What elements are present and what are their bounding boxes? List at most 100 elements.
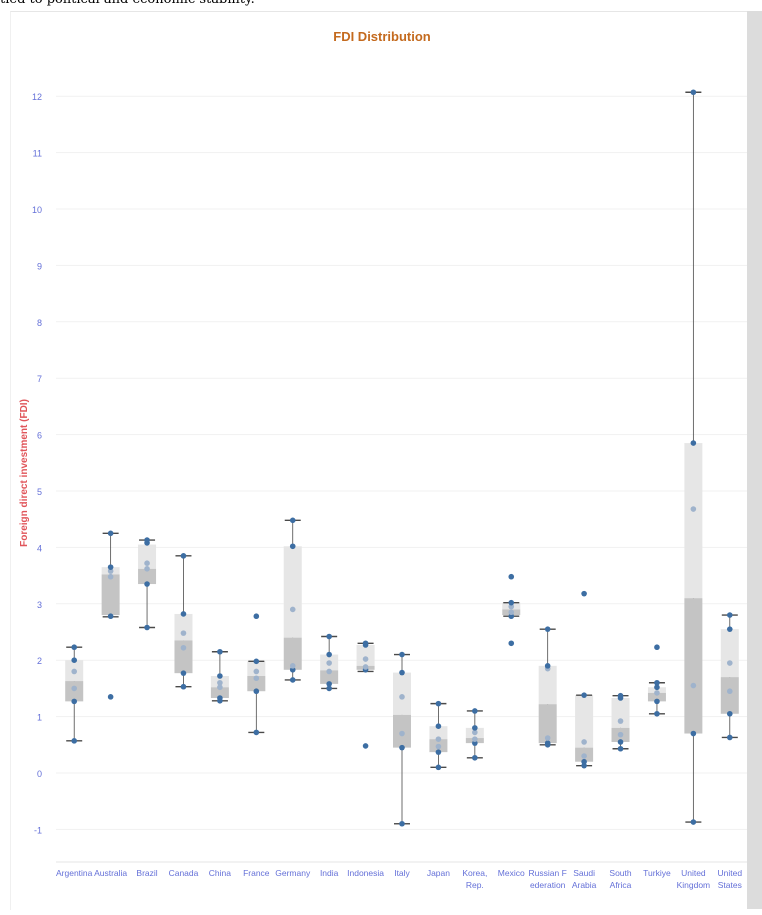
data-point	[144, 560, 150, 566]
data-point	[217, 648, 223, 655]
y-tick-label: 0	[37, 769, 42, 779]
data-point	[180, 611, 187, 617]
data-point	[654, 679, 660, 686]
y-tick-label: 1	[37, 713, 42, 723]
data-point	[726, 660, 733, 666]
data-point	[180, 683, 187, 690]
data-point	[180, 644, 187, 651]
y-tick-label: 8	[37, 318, 42, 328]
box-group	[684, 89, 703, 825]
box-lower	[538, 704, 557, 744]
data-point	[107, 573, 114, 580]
x-tick-label: Japan	[427, 868, 450, 878]
data-point	[617, 731, 624, 738]
box-group	[393, 651, 411, 827]
data-point	[326, 651, 332, 658]
box-group	[429, 700, 448, 771]
box-lower	[684, 598, 703, 734]
data-point	[472, 729, 478, 736]
data-point	[362, 656, 369, 662]
data-point	[71, 685, 78, 692]
box-lower	[247, 675, 266, 692]
box-group	[720, 612, 739, 741]
data-point	[107, 694, 114, 700]
data-point	[690, 682, 697, 689]
box-upper	[138, 544, 157, 569]
data-point	[581, 739, 587, 745]
data-point	[581, 758, 587, 765]
box-group	[611, 692, 630, 752]
y-tick-label: -1	[34, 825, 42, 835]
data-point	[144, 566, 150, 572]
data-point	[71, 657, 78, 663]
box-upper	[174, 613, 193, 641]
box-upper	[429, 726, 448, 740]
data-point	[472, 740, 478, 746]
data-point	[362, 743, 369, 749]
data-point	[217, 684, 223, 691]
x-tick-label: South Africa	[609, 868, 631, 890]
data-point	[71, 644, 78, 651]
data-point	[399, 669, 405, 676]
x-tick-label: India	[320, 868, 339, 878]
data-point	[654, 698, 660, 705]
data-point	[654, 710, 660, 717]
data-point	[544, 663, 551, 669]
data-point	[581, 590, 587, 597]
caption-text: tied to political and economic stability…	[0, 0, 762, 8]
data-point	[399, 651, 405, 658]
data-point	[508, 640, 515, 647]
data-point	[253, 675, 260, 682]
data-point	[289, 606, 296, 613]
box-lower	[138, 568, 157, 585]
data-point	[180, 630, 187, 636]
data-point	[289, 517, 296, 524]
x-tick-label: Saudi Arabia	[572, 868, 597, 890]
data-point	[289, 543, 296, 550]
data-point	[435, 743, 442, 750]
data-point	[289, 666, 296, 673]
x-tick-label: Australia	[94, 868, 127, 878]
data-point	[217, 673, 223, 679]
gridlines	[56, 95, 748, 830]
box-upper	[684, 443, 703, 599]
x-tick-label: Germany	[275, 868, 311, 878]
x-tick-label: Korea, Rep.	[462, 868, 487, 890]
data-point	[508, 599, 515, 606]
x-tick-label: Canada	[169, 868, 199, 878]
data-point	[71, 738, 78, 744]
box-group	[502, 573, 521, 647]
y-tick-label: 10	[32, 205, 42, 215]
data-point	[544, 626, 551, 632]
box-group	[320, 633, 339, 692]
data-point	[399, 820, 405, 827]
data-point	[690, 506, 697, 512]
data-point	[472, 736, 478, 742]
data-point	[654, 690, 660, 696]
x-tick-label: Indonesia	[347, 868, 384, 878]
chart-title: FDI Distribution	[333, 29, 431, 44]
data-point	[326, 681, 332, 687]
y-tick-label: 7	[37, 374, 42, 384]
data-point	[690, 440, 697, 446]
data-point	[217, 679, 223, 686]
y-tick-label: 2	[37, 656, 42, 666]
data-point	[726, 612, 733, 618]
data-point	[726, 688, 733, 695]
data-point	[107, 613, 114, 620]
data-point	[253, 613, 260, 620]
box-group	[101, 530, 120, 700]
data-point	[326, 668, 332, 675]
data-point	[726, 626, 733, 632]
box-upper	[720, 629, 739, 678]
x-tick-label: Brazil	[136, 868, 157, 878]
boxes	[65, 89, 739, 827]
data-point	[399, 694, 405, 700]
box-lower	[720, 677, 739, 714]
data-point	[399, 730, 405, 737]
data-point	[544, 735, 551, 741]
data-point	[180, 553, 187, 559]
x-tick-label: Argentina	[56, 868, 93, 878]
